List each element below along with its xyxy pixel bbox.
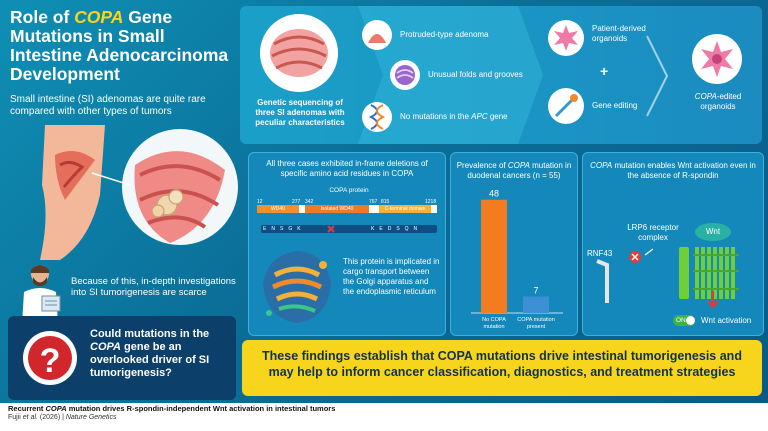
folds-icon (395, 65, 415, 85)
organoid-icon (554, 25, 578, 51)
lrp6-receptor (679, 247, 689, 299)
citation-title: Recurrent COPA mutation drives R-spondin… (8, 404, 336, 413)
tissue-icon (270, 29, 328, 77)
title-gene: COPA (74, 7, 124, 27)
bar-0 (481, 199, 507, 313)
domain-isolated-wd40: Isolated WD40 (305, 205, 369, 213)
arrow-icon (644, 248, 654, 256)
rnf43-label: RNF43 (587, 249, 613, 258)
frizzled-receptor (695, 247, 735, 299)
because-text: Because of this, in-depth investigations… (71, 276, 236, 298)
category-label: COPA mutation (517, 317, 555, 323)
feature-icon-bg (362, 102, 392, 132)
svg-text:?: ? (40, 342, 61, 380)
prevalence-heading: Prevalence of COPA mutation in duodenal … (456, 161, 572, 180)
chevron-right-icon (358, 6, 543, 144)
question-mark-icon: ? (23, 331, 77, 385)
edited-organoids-label: COPA-edited organoids (694, 92, 742, 111)
question-text: Could mutations in the COPA gene be an o… (90, 328, 210, 379)
residue-strip (261, 225, 437, 233)
category-label: present (527, 324, 546, 330)
bar-value-label: 48 (489, 189, 499, 199)
feature-folds: Unusual folds and grooves (428, 70, 523, 79)
edited-organoid-icon (701, 41, 733, 77)
category-label: No COPA (482, 317, 506, 323)
lrp6-label: LRP6 receptor complex (627, 223, 679, 242)
rnf43-receptor (596, 259, 609, 303)
on-toggle: ON (673, 315, 695, 326)
infographic: Role of COPA Gene Mutations in Small Int… (0, 0, 768, 403)
question-box: ? Could mutations in the COPA gene be an… (8, 316, 236, 400)
chevron-right-icon (646, 35, 669, 117)
receptor-diagram (596, 247, 739, 309)
toggle-knob (686, 316, 695, 325)
activation-arrow-icon (707, 291, 719, 309)
gene-editing-label: Gene editing (592, 101, 638, 110)
category-label: mutation (483, 324, 504, 330)
wnt-activation-label: Wnt activation (701, 316, 752, 325)
wnt-heading: COPA mutation enables Wnt activation eve… (590, 161, 756, 180)
adenoma-icon (368, 34, 386, 43)
feature-apc: No mutations in the APC gene (400, 112, 508, 121)
citation-source: Fujii et al. (2026) | Nature Genetics (8, 414, 117, 421)
plus-sign: + (600, 63, 609, 79)
copa-protein-label: COPA protein (329, 187, 369, 194)
intro-text: Small intestine (SI) adenomas are quite … (10, 94, 206, 117)
intestine-illustration (40, 125, 238, 260)
sequencing-panel: Genetic sequencing of three SI adenomas … (240, 6, 762, 144)
protein-function-text: This protein is implicated in cargo tran… (343, 257, 440, 296)
conclusion-text: These findings establish that COPA mutat… (262, 349, 742, 379)
golgi-icon (263, 251, 331, 323)
domain-c-terminal: C-terminal domain (379, 205, 431, 213)
domain-wd40: WD40 (257, 205, 299, 213)
position-labels: 12 277 342 767 815 1218 (257, 199, 437, 205)
bar-value-label: 7 (533, 285, 538, 295)
deletion-panel: All three cases exhibited in-frame delet… (248, 152, 446, 336)
dna-icon (368, 104, 386, 130)
scientist-icon (22, 265, 61, 324)
conclusion-box: These findings establish that COPA mutat… (242, 340, 762, 396)
prevalence-panel: Prevalence of COPA mutation in duodenal … (450, 152, 578, 336)
wnt-ligand: Wnt (695, 223, 731, 241)
deletion-mark-icon (327, 225, 335, 233)
deletion-heading: All three cases exhibited in-frame delet… (266, 159, 428, 178)
wnt-panel: COPA mutation enables Wnt activation eve… (582, 152, 764, 336)
bar-1 (523, 296, 549, 313)
sequencing-text: Genetic sequencing of three SI adenomas … (255, 98, 345, 127)
page-title: Role of COPA Gene Mutations in Small Int… (10, 7, 229, 84)
feature-protruded: Protruded-type adenoma (400, 30, 489, 39)
gene-editing-icon (554, 94, 578, 118)
patient-organoids-label: Patient-derived organoids (592, 24, 646, 43)
